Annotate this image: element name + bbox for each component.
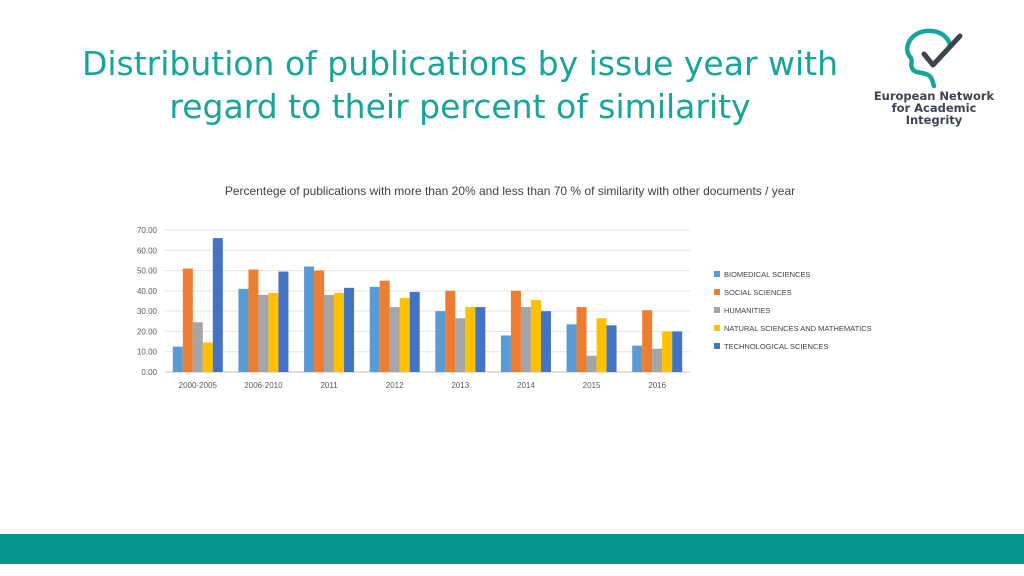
bar bbox=[324, 294, 335, 372]
y-tick-label: 0.00 bbox=[141, 368, 157, 377]
bar bbox=[248, 269, 259, 372]
footer-band bbox=[0, 534, 1024, 564]
x-tick-label: 2011 bbox=[320, 381, 338, 390]
legend-item: BIOMEDICAL SCIENCES bbox=[714, 265, 872, 283]
x-tick-label: 2015 bbox=[583, 381, 601, 390]
y-tick-label: 50.00 bbox=[137, 267, 158, 276]
bar bbox=[445, 290, 456, 372]
bar bbox=[182, 268, 193, 372]
x-tick-label: 2000-2005 bbox=[179, 381, 218, 390]
bar bbox=[379, 280, 390, 372]
bar bbox=[202, 342, 213, 372]
bar bbox=[192, 322, 203, 372]
bar bbox=[435, 311, 446, 372]
logo-wordmark: European Network for Academic Integrity bbox=[864, 90, 1004, 126]
bar bbox=[258, 294, 269, 372]
bar bbox=[672, 331, 683, 372]
bar bbox=[586, 355, 597, 372]
slide-title: Distribution of publications by issue ye… bbox=[60, 42, 860, 128]
bar bbox=[314, 270, 325, 372]
bar bbox=[389, 307, 400, 372]
bar bbox=[596, 318, 607, 372]
legend-item: TECHNOLOGICAL SCIENCES bbox=[714, 337, 872, 355]
chart-legend: BIOMEDICAL SCIENCES SOCIAL SCIENCES HUMANI… bbox=[714, 265, 872, 355]
bar bbox=[642, 310, 653, 372]
title-line-1: Distribution of publications by issue ye… bbox=[81, 44, 839, 83]
bar bbox=[304, 266, 315, 372]
bar bbox=[344, 287, 355, 372]
logo-line-2: for Academic bbox=[891, 101, 977, 115]
bar bbox=[278, 271, 289, 372]
bar bbox=[238, 288, 249, 372]
legend-swatch bbox=[714, 325, 720, 331]
logo-line-3: Integrity bbox=[905, 113, 963, 127]
legend-swatch bbox=[714, 307, 720, 313]
x-tick-label: 2014 bbox=[517, 381, 535, 390]
bar bbox=[662, 331, 673, 372]
bar bbox=[520, 307, 531, 372]
bar bbox=[475, 307, 486, 372]
bar bbox=[212, 238, 223, 372]
legend-item: HUMANITIES bbox=[714, 301, 872, 319]
legend-label: HUMANITIES bbox=[724, 305, 771, 315]
y-tick-label: 40.00 bbox=[137, 287, 158, 296]
bar bbox=[465, 307, 476, 372]
bar bbox=[606, 325, 617, 372]
bar bbox=[409, 291, 420, 372]
bar bbox=[455, 318, 466, 372]
bar bbox=[500, 335, 511, 372]
x-tick-label: 2012 bbox=[386, 381, 404, 390]
bar bbox=[652, 348, 663, 372]
legend-item: NATURAL SCIENCES AND MATHEMATICS bbox=[714, 319, 872, 337]
legend-label: BIOMEDICAL SCIENCES bbox=[724, 269, 811, 279]
bar-chart: 0.00 10.00 20.00 30.00 40.00 50.00 60.00 70.00 2… bbox=[137, 226, 690, 390]
legend-swatch bbox=[714, 271, 720, 277]
logo-line-1: European Network bbox=[873, 89, 995, 103]
bar bbox=[576, 307, 587, 372]
bar bbox=[632, 345, 643, 372]
y-tick-label: 70.00 bbox=[137, 226, 158, 235]
bar bbox=[268, 292, 279, 372]
legend-label: NATURAL SCIENCES AND MATHEMATICS bbox=[724, 323, 872, 333]
bar bbox=[369, 286, 380, 372]
chart-title: Percentege of publications with more tha… bbox=[224, 184, 796, 198]
bar bbox=[399, 297, 410, 372]
y-tick-label: 20.00 bbox=[137, 327, 158, 336]
x-tick-label: 2016 bbox=[648, 381, 666, 390]
legend-label: TECHNOLOGICAL SCIENCES bbox=[724, 341, 829, 351]
x-tick-label: 2013 bbox=[451, 381, 469, 390]
legend-label: SOCIAL SCIENCES bbox=[724, 287, 792, 297]
x-tick-label: 2006-2010 bbox=[244, 381, 283, 390]
legend-swatch bbox=[714, 343, 720, 349]
y-tick-label: 60.00 bbox=[137, 246, 158, 255]
legend-swatch bbox=[714, 289, 720, 295]
bar bbox=[172, 346, 183, 372]
head-check-logo-icon bbox=[905, 28, 963, 89]
bar bbox=[530, 299, 541, 372]
bar bbox=[566, 324, 577, 372]
title-line-2: regard to their percent of similarity bbox=[169, 87, 751, 126]
legend-item: SOCIAL SCIENCES bbox=[714, 283, 872, 301]
bar bbox=[334, 292, 345, 372]
bar bbox=[540, 311, 551, 372]
y-tick-label: 10.00 bbox=[137, 348, 158, 357]
y-tick-label: 30.00 bbox=[137, 307, 158, 316]
bar bbox=[510, 290, 521, 372]
enai-logo: European Network for Academic Integrity bbox=[864, 20, 1004, 132]
